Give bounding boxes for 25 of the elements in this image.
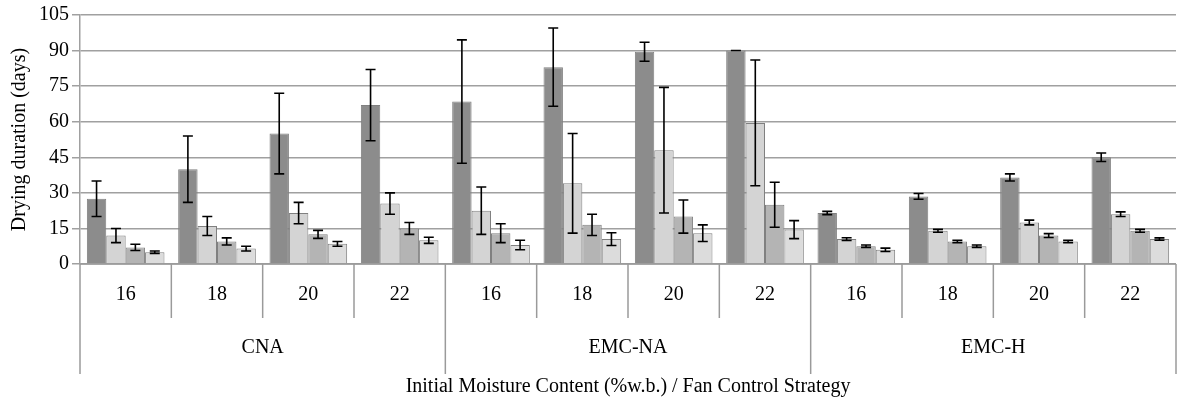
text: CNA [241, 335, 285, 358]
y-tick-label: 30 [49, 180, 69, 203]
x-tick-label: 18 [937, 282, 958, 305]
y-tick-label: 0 [59, 251, 69, 274]
y-tick-label: 75 [49, 73, 69, 96]
x-tick-label: 16 [481, 282, 501, 305]
x-axis-title: Initial Moisture Content (%w.b.) / Fan Control Strategy [405, 374, 851, 398]
x-tick-label: 20 [663, 282, 684, 305]
x-tick-label: 22 [389, 282, 410, 305]
text: EMC-H [961, 335, 1026, 358]
x-tick-label: 22 [1120, 282, 1141, 305]
x-tick-label: 22 [755, 282, 775, 305]
y-tick-label: 60 [49, 108, 69, 131]
text: EMC-NA [588, 335, 668, 358]
x-tick-label: 18 [572, 282, 593, 305]
x-tick-label: 20 [1029, 282, 1049, 305]
x-tick-label: 18 [207, 282, 227, 305]
x-tick-label: 16 [846, 282, 867, 305]
x-tick-label: 16 [115, 282, 136, 305]
y-axis-title: Drying duration (days) [7, 47, 31, 232]
x-tick-label: 20 [298, 282, 319, 305]
y-tick-label: 15 [49, 215, 69, 238]
y-tick-label: 105 [39, 2, 69, 25]
y-tick-label: 45 [49, 144, 69, 167]
y-tick-label: 90 [49, 37, 69, 60]
